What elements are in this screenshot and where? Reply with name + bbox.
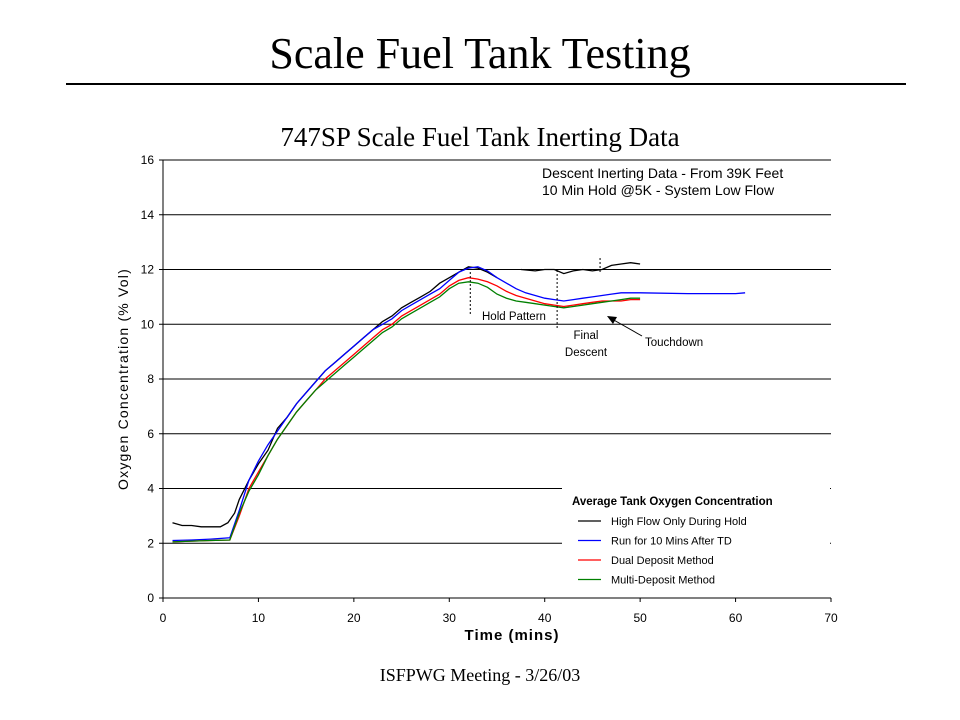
legend-entry: Run for 10 Mins After TD xyxy=(611,536,732,548)
final-descent-label: Descent xyxy=(565,347,608,359)
touchdown-arrow-shaft xyxy=(611,318,643,337)
x-tick-label: 10 xyxy=(252,611,266,625)
y-tick-label: 16 xyxy=(141,153,155,167)
title-divider xyxy=(66,83,906,85)
x-tick-label: 0 xyxy=(160,611,167,625)
x-tick-label: 50 xyxy=(633,611,647,625)
y-tick-label: 14 xyxy=(141,208,155,222)
legend-entry: Dual Deposit Method xyxy=(611,555,714,567)
y-tick-label: 0 xyxy=(147,591,154,605)
series-line-0 xyxy=(172,266,498,528)
y-tick-label: 6 xyxy=(147,427,154,441)
touchdown-label: Touchdown xyxy=(645,337,703,349)
y-tick-label: 10 xyxy=(141,317,155,331)
axis-text: 0 2 4 6 8 10 12 14 16 0 10 20 30 40 50 60 70 Time (mins) O… xyxy=(115,153,838,644)
y-tick-label: 12 xyxy=(141,263,155,277)
series-line-1 xyxy=(520,262,641,275)
y-tick-label: 4 xyxy=(147,482,154,496)
chart-subtitle-line: 10 Min Hold @5K - System Low Flow xyxy=(542,182,775,198)
chart-title: 747SP Scale Fuel Tank Inerting Data xyxy=(280,122,680,152)
x-axis-label: Time (mins) xyxy=(465,627,560,644)
series-line-4 xyxy=(172,281,641,543)
annotations: Hold Pattern Final Descent Touchdown xyxy=(469,258,703,359)
grid-lines xyxy=(163,159,831,544)
series-lines xyxy=(172,262,746,543)
slide-title: Scale Fuel Tank Testing xyxy=(269,29,691,78)
chart-subtitle-line: Descent Inerting Data - From 39K Feet xyxy=(542,165,783,181)
legend-entry: Multi-Deposit Method xyxy=(611,575,715,587)
y-axis-label: Oxygen Concentration (% Vol) xyxy=(115,268,131,490)
legend-box xyxy=(562,488,830,591)
footer-text: ISFPWG Meeting - 3/26/03 xyxy=(379,665,581,685)
x-tick-label: 40 xyxy=(538,611,552,625)
series-line-2 xyxy=(172,266,746,542)
x-tick-label: 60 xyxy=(729,611,743,625)
legend: Average Tank Oxygen Concentration High Fl… xyxy=(562,488,830,591)
touchdown-arrow-head xyxy=(607,316,617,324)
x-tick-label: 70 xyxy=(824,611,838,625)
x-tick-label: 20 xyxy=(347,611,361,625)
final-descent-label: Final xyxy=(574,330,599,342)
legend-title: Average Tank Oxygen Concentration xyxy=(572,496,773,508)
axes xyxy=(159,159,832,602)
legend-entry: High Flow Only During Hold xyxy=(611,516,747,528)
y-tick-label: 8 xyxy=(147,372,154,386)
x-tick-label: 30 xyxy=(443,611,457,625)
hold-pattern-label: Hold Pattern xyxy=(482,311,546,323)
y-tick-label: 2 xyxy=(147,536,154,550)
